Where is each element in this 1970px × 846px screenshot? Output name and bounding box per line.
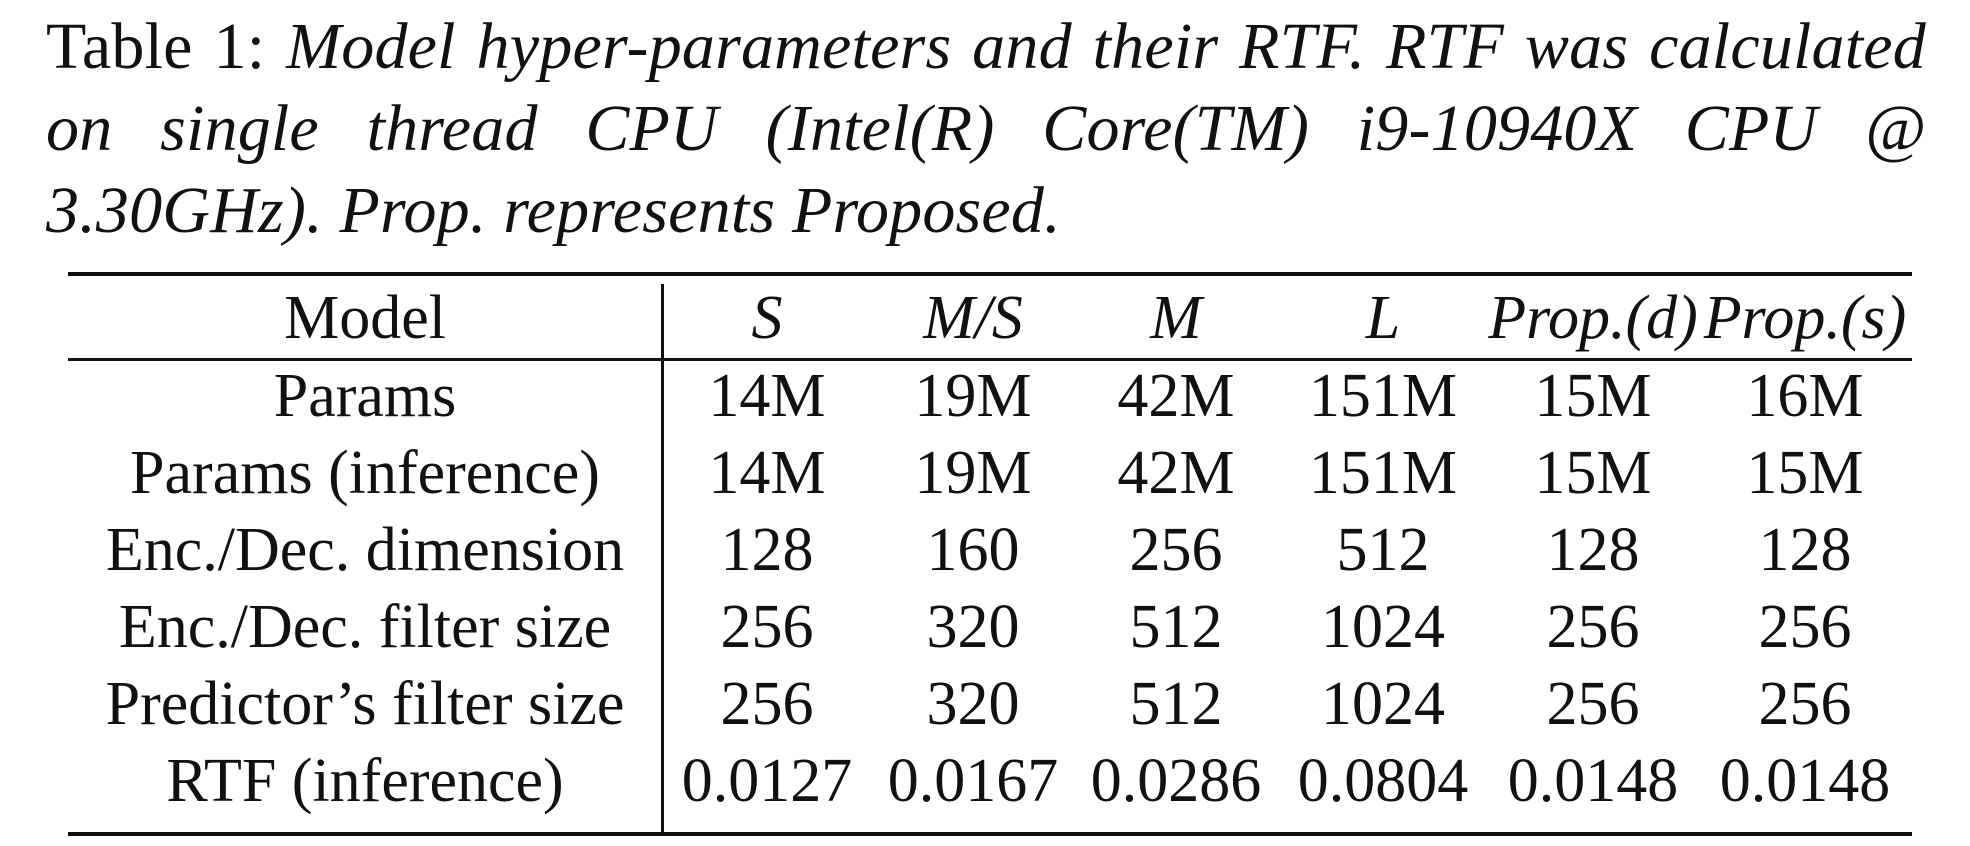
table-caption: Table 1: Model hyper-parameters and thei… — [46, 6, 1926, 252]
table-cell: 128 — [720, 516, 814, 584]
hyperparameter-table: Model S M/S M L Prop.(d) Prop.(s) Params… — [68, 278, 1912, 820]
table-cell: 151M — [1308, 439, 1458, 507]
row-label: Predictor’s filter size — [105, 670, 625, 738]
table-cell: 256 — [1546, 670, 1640, 738]
table-cell: 512 — [1336, 516, 1430, 584]
table-cell: 1024 — [1321, 593, 1445, 661]
header-m: M — [1150, 283, 1202, 352]
table-cell: 512 — [1129, 593, 1223, 661]
table-cell: 1024 — [1321, 670, 1445, 738]
bottom-rule — [68, 832, 1912, 836]
table-cell: 0.0148 — [1719, 747, 1891, 815]
table-row: Enc./Dec. filter size 256 320 512 1024 2… — [68, 589, 1912, 666]
table-cell: 256 — [1129, 516, 1223, 584]
column-separator — [661, 284, 664, 832]
row-label: RTF (inference) — [166, 747, 564, 815]
table-cell: 42M — [1117, 362, 1235, 430]
row-label: Params — [273, 362, 457, 430]
header-model: Model — [284, 283, 446, 352]
header-row: Model S M/S M L Prop.(d) Prop.(s) — [68, 278, 1912, 358]
table-row: Predictor’s filter size 256 320 512 1024… — [68, 666, 1912, 743]
table-cell: 512 — [1129, 670, 1223, 738]
table-cell: 256 — [1758, 670, 1852, 738]
table-cell: 256 — [720, 670, 814, 738]
table-cell: 19M — [914, 362, 1032, 430]
table-cell: 320 — [926, 593, 1020, 661]
header-s: S — [751, 283, 783, 352]
header-l: L — [1365, 283, 1401, 352]
table-cell: 256 — [1758, 593, 1852, 661]
caption-label: Table 1: — [46, 10, 266, 83]
top-rule — [68, 272, 1912, 276]
header-m-s: M/S — [923, 283, 1023, 352]
table-cell: 0.0148 — [1507, 747, 1679, 815]
header-rule — [68, 358, 1912, 361]
table-cell: 42M — [1117, 439, 1235, 507]
header-prop-s: Prop.(s) — [1703, 283, 1907, 352]
table-cell: 128 — [1758, 516, 1852, 584]
table-cell: 15M — [1746, 439, 1864, 507]
table-cell: 0.0804 — [1297, 747, 1469, 815]
caption-text: Model hyper-parameters and their RTF. RT… — [46, 10, 1926, 247]
table-cell: 15M — [1534, 362, 1652, 430]
table-cell: 151M — [1308, 362, 1458, 430]
table-cell: 160 — [926, 516, 1020, 584]
table-cell: 0.0127 — [681, 747, 853, 815]
table-row: Params (inference) 14M 19M 42M 151M 15M … — [68, 435, 1912, 512]
table-cell: 128 — [1546, 516, 1640, 584]
table-row: Enc./Dec. dimension 128 160 256 512 128 … — [68, 512, 1912, 589]
table-cell: 14M — [708, 362, 826, 430]
table-cell: 19M — [914, 439, 1032, 507]
table-row: RTF (inference) 0.0127 0.0167 0.0286 0.0… — [68, 743, 1912, 820]
row-label: Params (inference) — [130, 439, 600, 507]
table-cell: 15M — [1534, 439, 1652, 507]
table-cell: 256 — [720, 593, 814, 661]
table-cell: 14M — [708, 439, 826, 507]
table-cell: 256 — [1546, 593, 1640, 661]
row-label: Enc./Dec. filter size — [118, 593, 612, 661]
header-prop-d: Prop.(d) — [1488, 283, 1698, 352]
table-cell: 16M — [1746, 362, 1864, 430]
table-cell: 0.0286 — [1090, 747, 1262, 815]
row-label: Enc./Dec. dimension — [105, 516, 625, 584]
table-cell: 320 — [926, 670, 1020, 738]
table-cell: 0.0167 — [887, 747, 1059, 815]
table-row: Params 14M 19M 42M 151M 15M 16M — [68, 358, 1912, 435]
